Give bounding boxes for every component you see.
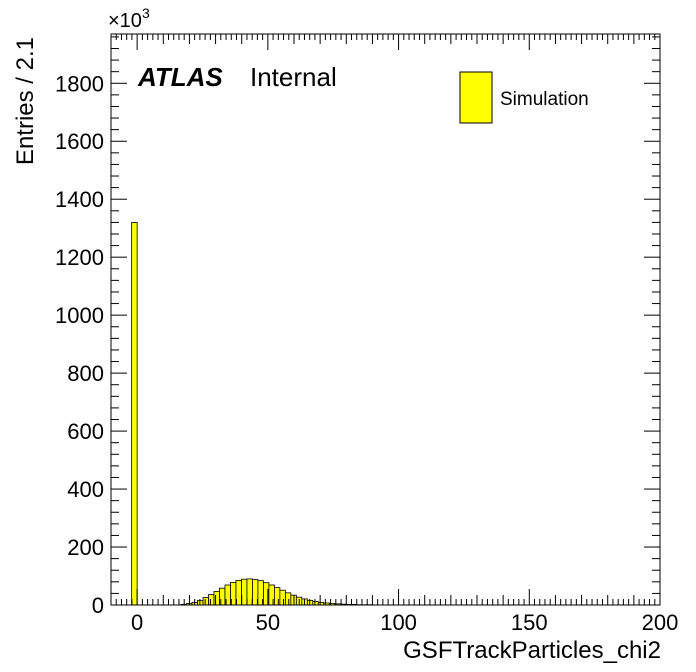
y-axis-title: Entries / 2.1	[12, 37, 39, 165]
histogram-bars	[131, 221, 374, 606]
tick-labels: 0 50 100 150 200 0 200 400 600 800 1000 1200 1400 160…	[55, 71, 678, 635]
plot-frame	[110, 33, 661, 606]
y-tick-label: 800	[67, 361, 104, 386]
y-tick-label: 1600	[55, 129, 104, 154]
x-tick-label: 0	[131, 610, 143, 635]
histogram-bar	[312, 601, 319, 606]
x-tick-label: 150	[511, 610, 548, 635]
y-tick-label: 400	[67, 477, 104, 502]
histogram-bar	[202, 597, 209, 606]
histogram-bar	[241, 578, 248, 606]
x-tick-label: 200	[642, 610, 679, 635]
axis-ticks	[110, 34, 661, 606]
y-tick-label: 1000	[55, 303, 104, 328]
y-tick-label: 1200	[55, 245, 104, 270]
x-tick-label: 100	[380, 610, 417, 635]
y-tick-label: 1800	[55, 71, 104, 96]
histogram-bar	[213, 590, 220, 606]
legend-swatch	[459, 71, 493, 124]
histogram-bar	[284, 592, 292, 606]
histogram-bar	[279, 589, 286, 606]
y-tick-label: 0	[92, 593, 104, 618]
y-multiplier: ×103	[108, 5, 150, 32]
y-tick-label: 200	[67, 535, 104, 560]
legend-label: Simulation	[500, 89, 589, 110]
histogram-bar	[208, 594, 215, 606]
x-axis-title: GSFTrackParticles_chi2	[403, 637, 661, 664]
y-tick-label: 600	[67, 419, 104, 444]
atlas-status-label: Internal	[250, 62, 337, 92]
x-tick-label: 50	[256, 610, 280, 635]
histogram-bar	[131, 221, 138, 606]
atlas-label: ATLAS	[137, 62, 223, 92]
histogram-bar	[246, 578, 253, 606]
histogram-bar	[273, 587, 281, 606]
y-tick-label: 1400	[55, 187, 104, 212]
